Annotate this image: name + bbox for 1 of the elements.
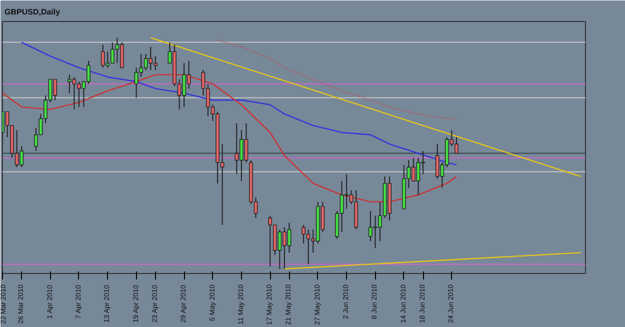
chart-title: GBPUSD,Daily bbox=[4, 8, 61, 16]
